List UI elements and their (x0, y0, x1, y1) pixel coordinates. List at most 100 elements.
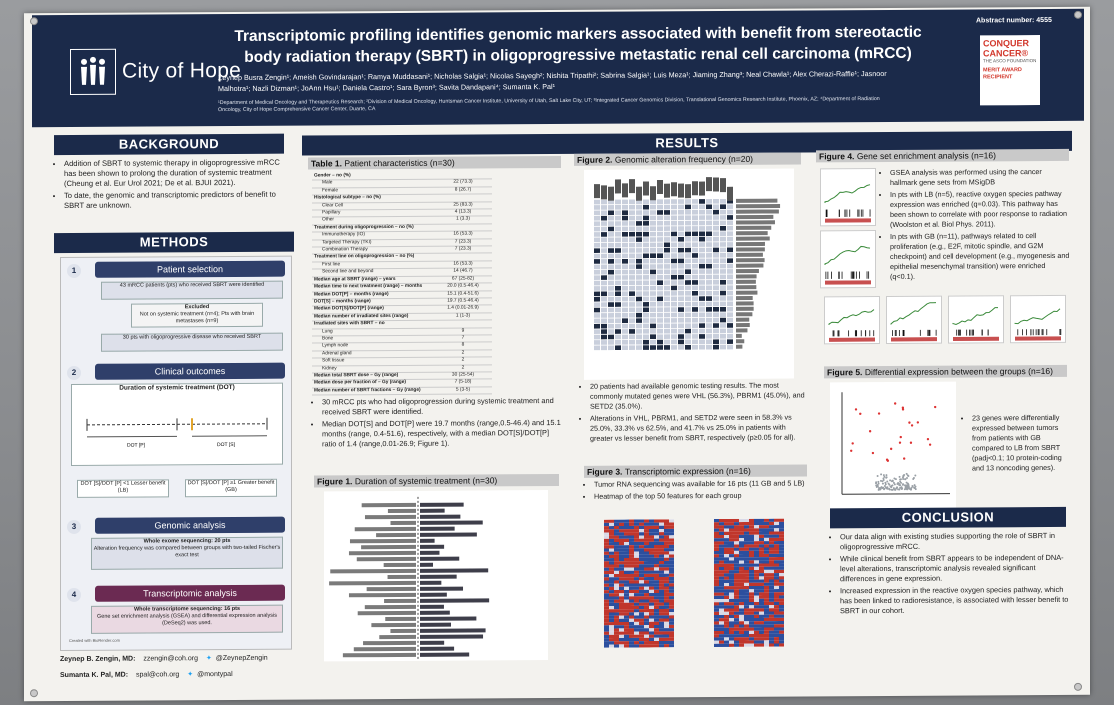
heatmap-cell (604, 519, 609, 523)
swimmer-bar-pre (348, 550, 416, 556)
oncoplot-cell (664, 291, 670, 296)
heatmap-cell (659, 615, 664, 619)
heatmap-cell (619, 548, 624, 552)
heatmap-cell (669, 548, 674, 552)
heatmap-cell (664, 541, 669, 545)
pin-icon (1074, 10, 1082, 19)
oncoplot-cell (720, 312, 726, 318)
oncoplot-cell (706, 247, 712, 253)
oncoplot-cell (622, 221, 628, 226)
frequency-bar (736, 198, 778, 203)
oncoplot-cell (671, 242, 677, 248)
oncoplot-cell (692, 339, 698, 345)
heatmap-cell (654, 608, 659, 613)
heatmap-cell (749, 553, 754, 558)
heatmap-cell (714, 522, 719, 526)
oncoplot-cell (615, 248, 621, 253)
heatmap-cell (749, 592, 754, 596)
swimmer-bar-post (420, 568, 489, 573)
oncoplot-cell (685, 344, 691, 350)
oncoplot-cell (678, 285, 684, 291)
heatmap-cell (629, 522, 634, 526)
heatmap-cell (604, 612, 609, 616)
heatmap-cell (739, 589, 744, 593)
oncoplot-cell (594, 307, 600, 313)
oncoplot-cell (643, 318, 649, 323)
volcano-point (887, 482, 890, 485)
heatmap-cell (619, 637, 624, 642)
oncoplot-cell (678, 323, 684, 329)
heatmap-cell (669, 567, 674, 571)
volcano-point (893, 483, 896, 486)
biorender-credit: Created with BioRender.com (69, 637, 120, 643)
oncoplot-cell (636, 226, 642, 232)
heatmap-cell (624, 580, 629, 584)
volcano-point (895, 486, 898, 489)
heatmap-cell (739, 582, 744, 587)
oncoplot-cell (699, 344, 705, 350)
swimmer-bar-pre (361, 502, 416, 508)
oncoplot-cell (601, 340, 607, 345)
frequency-bar (736, 209, 779, 214)
heatmap-cell (724, 550, 729, 555)
oncoplot-cell (720, 279, 726, 285)
oncoplot-cell (657, 301, 663, 307)
heatmap-cell (714, 579, 719, 584)
oncoplot-cell (657, 269, 663, 275)
heatmap-cell (619, 573, 624, 578)
heatmap-cell (669, 576, 674, 581)
oncoplot-cell (608, 215, 614, 221)
heatmap-cell (719, 570, 724, 574)
heatmap-cell (604, 625, 609, 629)
heatmap-cell (614, 593, 619, 597)
oncoplot-cell (727, 269, 733, 274)
heatmap-cell (764, 592, 769, 596)
volcano-point (903, 474, 906, 477)
contact-email[interactable]: zzengin@coh.org (143, 655, 198, 663)
oncoplot-cell (699, 280, 705, 285)
heatmap-cell (749, 608, 754, 612)
frequency-bar (736, 204, 781, 209)
contact-twitter[interactable]: @ZeynepZengin (215, 654, 268, 663)
heatmap-cell (769, 582, 774, 586)
heatmap-cell (719, 579, 724, 584)
oncoplot-cell (650, 220, 656, 226)
oncoplot-cell (727, 209, 733, 215)
methods-heading: METHODS (54, 231, 294, 254)
oncoplot-cell (671, 210, 677, 215)
heatmap-cell (779, 617, 784, 622)
volcano-point-significant (909, 441, 913, 444)
heatmap-cell (644, 631, 649, 635)
heatmap-cell (724, 573, 729, 577)
heatmap-cell (609, 570, 614, 575)
heatmap-cell (759, 614, 764, 618)
heatmap-cell (664, 522, 669, 526)
heatmap-cell (744, 576, 749, 580)
heatmap-cell (724, 595, 729, 599)
heatmap-cell (759, 553, 764, 558)
background-text: Addition of SBRT to systemic therapy in … (54, 158, 286, 213)
heatmap-cell (719, 605, 724, 609)
heatmap-cell (719, 538, 724, 542)
oncoplot-cell (615, 269, 621, 275)
fig3-text: Tumor RNA sequencing was available for 1… (584, 478, 810, 503)
heatmap-cell (644, 548, 649, 552)
oncoplot-cell (615, 210, 621, 216)
oncoplot-cell (636, 210, 642, 215)
heatmap-cell (769, 608, 774, 612)
contact-twitter[interactable]: @montypal (197, 670, 233, 679)
contact-email[interactable]: spal@coh.org (136, 671, 180, 679)
oncoplot-cell (643, 226, 649, 232)
oncoplot-cell (706, 220, 712, 226)
table1-title: Table 1. Patient characteristics (n=30) (308, 155, 561, 170)
heatmap-cell (719, 560, 724, 564)
volcano-point (882, 479, 885, 482)
heatmap-cell (744, 531, 749, 535)
heatmap-cell (639, 519, 644, 523)
oncoplot-cell (699, 253, 705, 258)
oncoplot-cell (629, 318, 635, 323)
oncoplot-cell (643, 237, 649, 242)
heatmap-cell (634, 545, 639, 549)
oncoplot-cell (713, 334, 719, 339)
frequency-bar (736, 225, 772, 230)
